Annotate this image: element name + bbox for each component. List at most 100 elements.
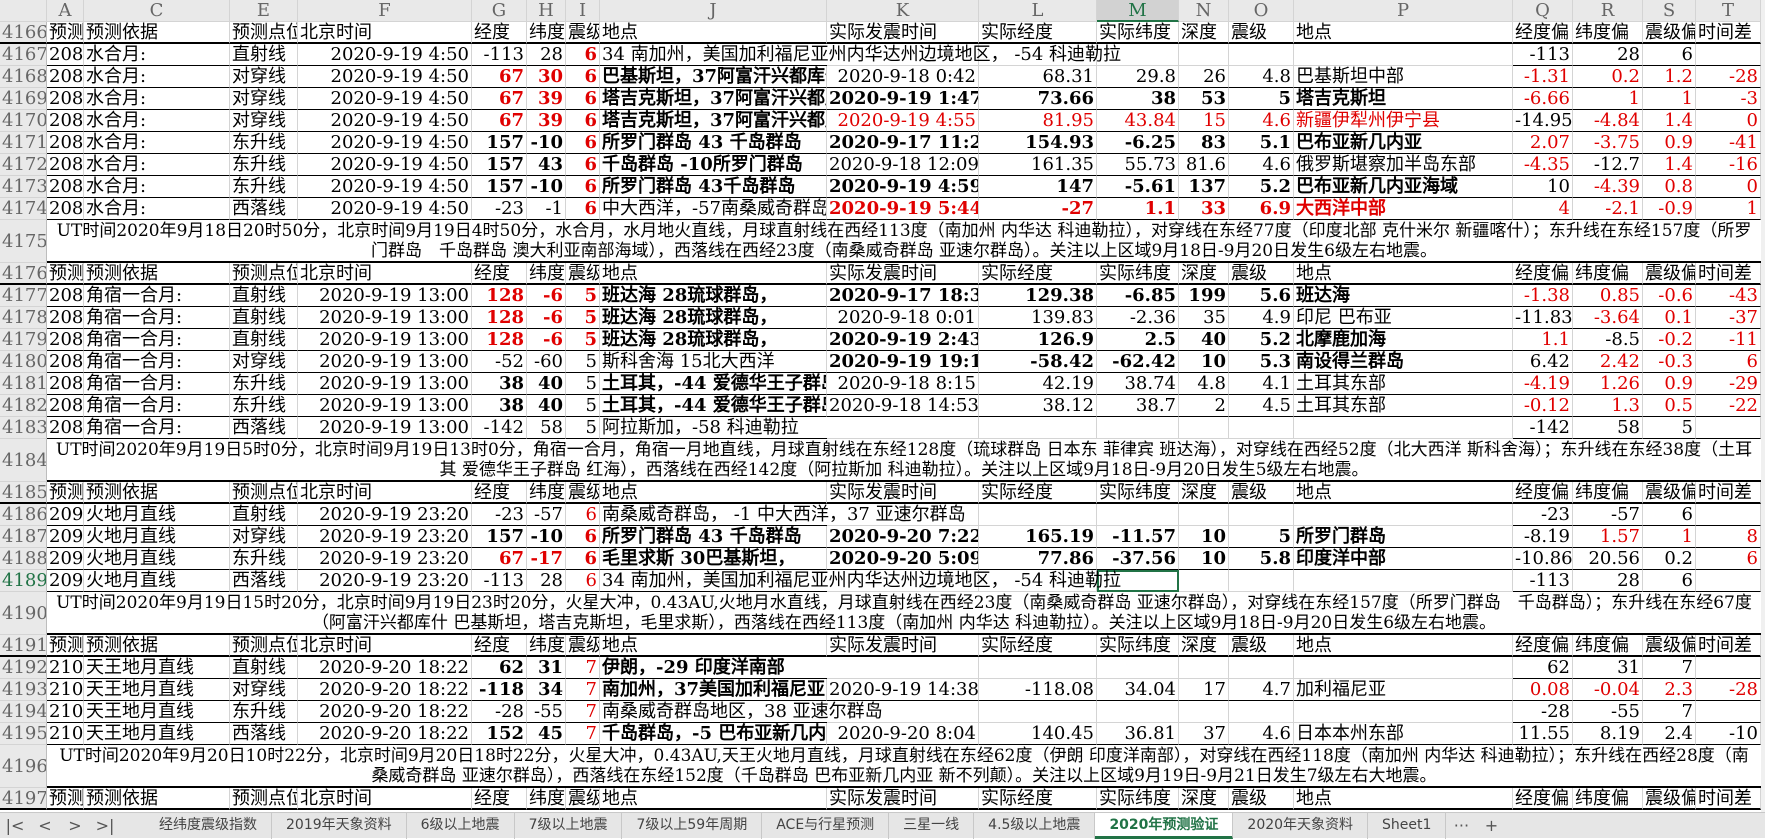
cell-I[interactable]: 6: [566, 44, 600, 66]
row-number[interactable]: 4195: [0, 723, 47, 745]
cell-H[interactable]: 34: [527, 679, 566, 701]
cell-E[interactable]: 东升线: [230, 395, 298, 417]
header-cell-N[interactable]: 深度: [1179, 22, 1229, 44]
header-cell-A[interactable]: 预测序号: [47, 22, 84, 44]
cell-F[interactable]: 2020-9-19 13:00: [298, 285, 472, 307]
cell-L[interactable]: -58.42: [979, 351, 1097, 373]
cell-T[interactable]: 8: [1696, 526, 1761, 548]
cell-M[interactable]: -37.56: [1097, 548, 1179, 570]
sheet-tab[interactable]: 7级以上地震: [515, 812, 623, 839]
cell-J[interactable]: 班达海 28琉球群岛，: [600, 307, 827, 329]
cell-O[interactable]: 5.6: [1229, 285, 1294, 307]
cell-J[interactable]: 34 南加州，美国加利福尼亚州内华达州边境地区， -54 科迪勒拉: [600, 570, 1122, 592]
cell-C[interactable]: 角宿一合月:: [84, 329, 230, 351]
row-number[interactable]: 4179: [0, 329, 47, 351]
header-cell-L[interactable]: 实际经度: [979, 263, 1097, 285]
cell-A[interactable]: 208: [47, 132, 84, 154]
cell-T[interactable]: -16: [1696, 154, 1761, 176]
cell-Q[interactable]: -11.83: [1513, 307, 1573, 329]
select-all-corner[interactable]: [0, 0, 47, 22]
cell-R[interactable]: 31: [1573, 657, 1643, 679]
header-cell-L[interactable]: 实际经度: [979, 22, 1097, 44]
cell-Q[interactable]: 0.08: [1513, 679, 1573, 701]
cell-K[interactable]: 2020-9-18 12:09: [827, 154, 979, 176]
header-cell-M[interactable]: 实际纬度: [1097, 263, 1179, 285]
cell-E[interactable]: 西落线: [230, 417, 298, 439]
cell-T[interactable]: -28: [1696, 66, 1761, 88]
sheet-tab[interactable]: Sheet1: [1368, 812, 1447, 839]
cell-I[interactable]: 6: [566, 548, 600, 570]
sheet-tab[interactable]: 4.5级以上地震: [974, 812, 1096, 839]
column-header-I[interactable]: I: [566, 0, 600, 22]
cell-N[interactable]: 53: [1179, 88, 1229, 110]
cell-H[interactable]: 28: [527, 570, 566, 592]
cell-Q[interactable]: -14.95: [1513, 110, 1573, 132]
cell-E[interactable]: 直射线: [230, 285, 298, 307]
cell-G[interactable]: 62: [472, 657, 527, 679]
cell-S[interactable]: 6: [1643, 44, 1696, 66]
note-cell[interactable]: UT时间2020年9月18日20时50分，北京时间9月19日4时50分，水合月，…: [47, 220, 1761, 263]
cell-N[interactable]: 4.8: [1179, 373, 1229, 395]
cell-R[interactable]: -12.7: [1573, 154, 1643, 176]
cell-R[interactable]: 28: [1573, 570, 1643, 592]
cell-I[interactable]: 6: [566, 526, 600, 548]
header-cell-P[interactable]: 地点: [1294, 482, 1513, 504]
cell-T[interactable]: 6: [1696, 351, 1761, 373]
cell-H[interactable]: 30: [527, 66, 566, 88]
cell-O[interactable]: [1229, 701, 1294, 723]
cell-O[interactable]: [1229, 570, 1294, 592]
cell-N[interactable]: [1179, 657, 1229, 679]
header-cell-O[interactable]: 震级: [1229, 635, 1294, 657]
cell-K[interactable]: 2020-9-19 4:55: [827, 110, 979, 132]
column-header-H[interactable]: H: [527, 0, 566, 22]
cell-L[interactable]: -27: [979, 198, 1097, 220]
cell-M[interactable]: 38.7: [1097, 395, 1179, 417]
cell-M[interactable]: 2.5: [1097, 329, 1179, 351]
cell-S[interactable]: 7: [1643, 701, 1696, 723]
row-number[interactable]: 4169: [0, 88, 47, 110]
cell-T[interactable]: [1696, 657, 1761, 679]
column-header-F[interactable]: F: [298, 0, 472, 22]
cell-T[interactable]: [1696, 417, 1761, 439]
cell-C[interactable]: 天王地月直线: [84, 723, 230, 745]
header-cell-C[interactable]: 预测依据: [84, 788, 230, 810]
next-sheet-button[interactable]: >: [68, 816, 82, 835]
cell-Q[interactable]: 10: [1513, 176, 1573, 198]
cell-L[interactable]: 81.95: [979, 110, 1097, 132]
cell-P[interactable]: 印度洋中部: [1294, 548, 1513, 570]
cell-N[interactable]: 10: [1179, 548, 1229, 570]
cell-A[interactable]: 208+1: [47, 351, 84, 373]
more-sheets-button[interactable]: ···: [1453, 816, 1470, 835]
cell-F[interactable]: 2020-9-19 4:50: [298, 110, 472, 132]
cell-L[interactable]: 38.12: [979, 395, 1097, 417]
cell-G[interactable]: -52: [472, 351, 527, 373]
cell-G[interactable]: 38: [472, 373, 527, 395]
cell-P[interactable]: 塔吉克斯坦: [1294, 88, 1513, 110]
cell-G[interactable]: 38: [472, 395, 527, 417]
cell-E[interactable]: 西落线: [230, 723, 298, 745]
cell-C[interactable]: 水合月:: [84, 132, 230, 154]
header-cell-Q[interactable]: 经度偏: [1513, 263, 1573, 285]
header-cell-N[interactable]: 深度: [1179, 482, 1229, 504]
cell-N[interactable]: 10: [1179, 526, 1229, 548]
cell-F[interactable]: 2020-9-19 13:00: [298, 307, 472, 329]
sheet-tab[interactable]: 经纬度震级指数: [145, 812, 272, 839]
cell-T[interactable]: 6: [1696, 548, 1761, 570]
header-cell-N[interactable]: 深度: [1179, 788, 1229, 810]
cell-T[interactable]: 0: [1696, 110, 1761, 132]
cell-T[interactable]: [1696, 504, 1761, 526]
header-cell-I[interactable]: 震级: [566, 482, 600, 504]
cell-F[interactable]: 2020-9-20 18:22: [298, 679, 472, 701]
cell-C[interactable]: 水合月:: [84, 176, 230, 198]
cell-H[interactable]: -57: [527, 504, 566, 526]
cell-G[interactable]: 67: [472, 88, 527, 110]
cell-E[interactable]: 对穿线: [230, 66, 298, 88]
cell-M[interactable]: 38.74: [1097, 373, 1179, 395]
header-cell-S[interactable]: 震级偏: [1643, 22, 1696, 44]
header-cell-T[interactable]: 时间差: [1696, 788, 1761, 810]
cell-L[interactable]: -118.08: [979, 679, 1097, 701]
cell-T[interactable]: [1696, 570, 1761, 592]
cell-M[interactable]: 1.1: [1097, 198, 1179, 220]
cell-Q[interactable]: 11.55: [1513, 723, 1573, 745]
cell-M[interactable]: -6.85: [1097, 285, 1179, 307]
